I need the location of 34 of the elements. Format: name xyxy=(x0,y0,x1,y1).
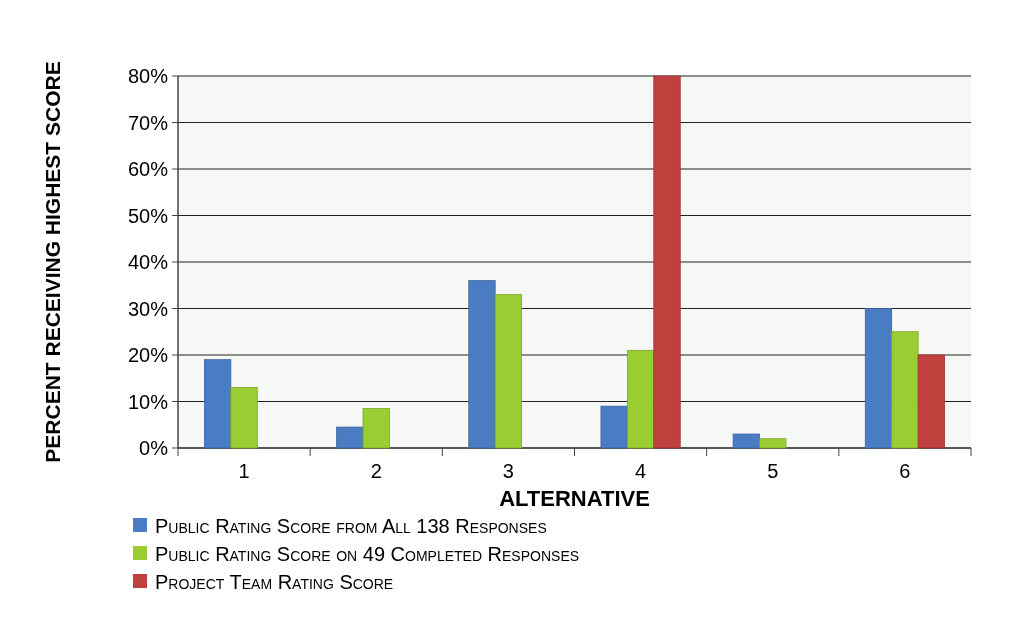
y-tick-label: 30% xyxy=(127,297,169,320)
bar xyxy=(230,387,258,449)
legend-label: Project Team Rating Score xyxy=(155,571,394,593)
bar xyxy=(759,438,787,449)
bar xyxy=(600,405,628,449)
bar xyxy=(732,433,760,449)
x-tick-label: 3 xyxy=(502,460,514,482)
x-tick-label: 4 xyxy=(635,460,647,482)
legend-label: Public Rating Score on 49 Completed Responses xyxy=(155,543,580,565)
bar xyxy=(891,331,919,449)
bar xyxy=(917,354,945,449)
y-tick-label: 50% xyxy=(127,204,169,227)
x-tick-label: 2 xyxy=(370,460,382,482)
bar xyxy=(626,349,655,449)
bar xyxy=(468,280,496,449)
bar xyxy=(864,308,893,449)
bar xyxy=(362,408,390,449)
y-axis-title: PERCENT RECEIVING HIGHEST SCORE xyxy=(41,61,64,463)
bar xyxy=(653,75,681,449)
y-tick-label: 0% xyxy=(139,437,169,459)
y-tick-label: 60% xyxy=(127,158,169,180)
y-tick-label: 80% xyxy=(127,65,169,87)
bar xyxy=(494,294,523,449)
y-tick-label: 70% xyxy=(127,111,169,134)
y-tick-label: 20% xyxy=(127,344,169,366)
bar xyxy=(204,359,232,449)
y-tick-label: 40% xyxy=(127,251,169,273)
x-tick-label: 5 xyxy=(767,460,779,482)
x-tick-label: 1 xyxy=(238,460,250,482)
legend-label: Public Rating Score from All 138 Responses xyxy=(155,515,547,537)
y-tick-label: 10% xyxy=(127,390,169,413)
x-tick-label: 6 xyxy=(899,460,911,482)
x-axis-title: ALTERNATIVE xyxy=(499,486,650,511)
bar xyxy=(336,426,364,449)
